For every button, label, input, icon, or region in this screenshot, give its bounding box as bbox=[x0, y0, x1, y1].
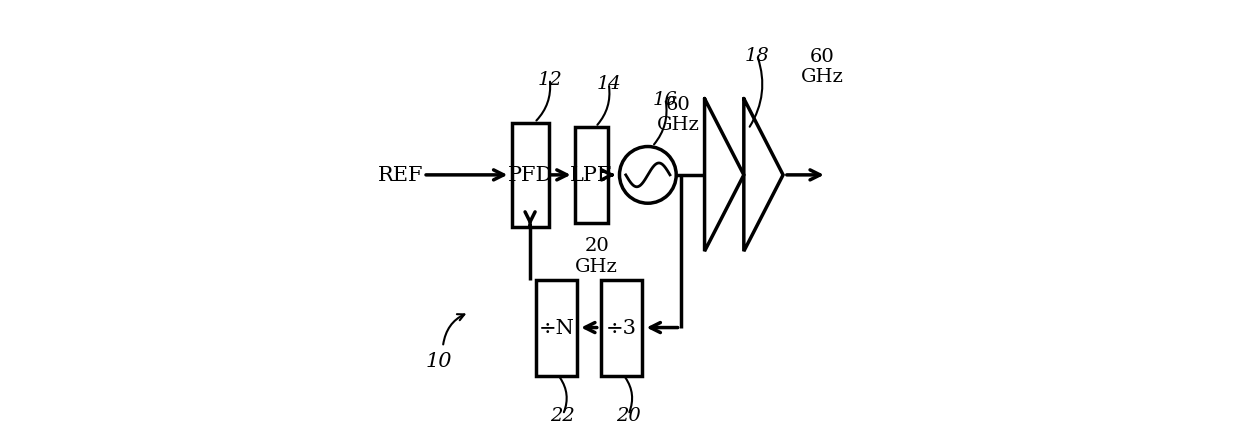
Text: 60
GHz: 60 GHz bbox=[657, 95, 700, 134]
Circle shape bbox=[620, 147, 676, 204]
Text: 12: 12 bbox=[538, 71, 563, 89]
Text: PFD: PFD bbox=[508, 166, 553, 185]
Bar bbox=[512, 123, 549, 228]
Bar bbox=[601, 280, 642, 376]
Bar bbox=[575, 127, 607, 223]
Text: 20
GHz: 20 GHz bbox=[575, 237, 618, 276]
Text: 14: 14 bbox=[596, 75, 621, 93]
Text: REF: REF bbox=[378, 166, 424, 185]
Text: 16: 16 bbox=[653, 90, 678, 108]
Text: 22: 22 bbox=[550, 406, 575, 424]
Text: 60
GHz: 60 GHz bbox=[800, 48, 844, 86]
Text: ÷3: ÷3 bbox=[606, 318, 637, 337]
Text: 10: 10 bbox=[425, 351, 452, 370]
Text: ÷N: ÷N bbox=[538, 318, 574, 337]
Text: 20: 20 bbox=[616, 406, 641, 424]
Bar bbox=[535, 280, 577, 376]
Text: LPF: LPF bbox=[570, 166, 612, 185]
Text: 18: 18 bbox=[745, 47, 769, 65]
